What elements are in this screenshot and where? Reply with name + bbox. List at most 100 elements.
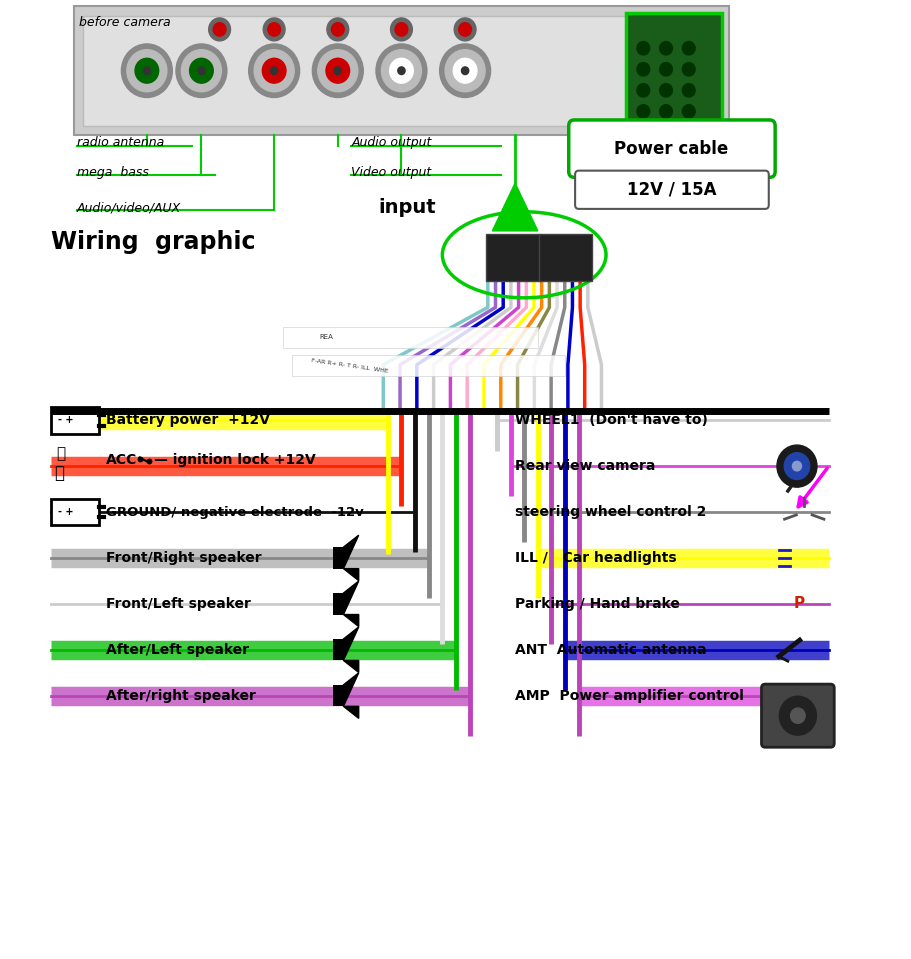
Circle shape [263, 18, 285, 41]
FancyBboxPatch shape [568, 120, 774, 177]
Circle shape [445, 50, 485, 92]
Polygon shape [343, 535, 358, 569]
Text: mega  bass: mega bass [77, 166, 148, 179]
Circle shape [325, 58, 349, 83]
Polygon shape [343, 615, 358, 626]
FancyBboxPatch shape [83, 15, 719, 126]
Circle shape [181, 50, 221, 92]
Circle shape [390, 18, 412, 41]
Text: Power cable: Power cable [614, 140, 728, 157]
Text: - +: - + [57, 507, 73, 517]
Circle shape [317, 50, 357, 92]
Circle shape [792, 461, 801, 471]
Circle shape [326, 18, 348, 41]
Circle shape [189, 58, 213, 83]
Circle shape [381, 50, 421, 92]
Circle shape [783, 453, 809, 480]
Circle shape [254, 50, 294, 92]
Circle shape [681, 41, 694, 55]
Circle shape [439, 44, 490, 98]
Circle shape [176, 44, 227, 98]
Circle shape [143, 67, 150, 75]
Text: REA: REA [319, 334, 333, 340]
Text: 🔑: 🔑 [56, 446, 65, 461]
FancyBboxPatch shape [625, 12, 722, 129]
Circle shape [636, 83, 649, 97]
Text: 12V / 15A: 12V / 15A [626, 180, 715, 199]
Circle shape [333, 67, 341, 75]
Text: ANT  Automatic antenna: ANT Automatic antenna [515, 643, 706, 657]
FancyBboxPatch shape [333, 548, 343, 569]
Text: WHEEL1  (Don't have to): WHEEL1 (Don't have to) [515, 413, 707, 427]
FancyBboxPatch shape [51, 407, 98, 433]
Text: F-AR R+ R- T R- ILL  WHE: F-AR R+ R- T R- ILL WHE [310, 358, 388, 374]
Text: ACC: ACC [106, 454, 137, 467]
Circle shape [681, 62, 694, 76]
Text: Wiring  graphic: Wiring graphic [51, 230, 256, 254]
FancyBboxPatch shape [333, 593, 343, 615]
Text: before camera: before camera [78, 16, 170, 29]
Circle shape [198, 67, 205, 75]
Circle shape [121, 44, 172, 98]
Text: Parking / Hand brake: Parking / Hand brake [515, 596, 680, 611]
Circle shape [453, 58, 476, 83]
Circle shape [249, 44, 300, 98]
Circle shape [681, 83, 694, 97]
Text: GROUND/ negative electrode  -12v: GROUND/ negative electrode -12v [106, 505, 363, 519]
Text: AMP  Power amplifier control: AMP Power amplifier control [515, 689, 743, 703]
Circle shape [375, 44, 426, 98]
FancyBboxPatch shape [761, 684, 834, 747]
Circle shape [268, 23, 281, 36]
Circle shape [636, 62, 649, 76]
Text: input: input [378, 199, 435, 218]
FancyBboxPatch shape [51, 499, 98, 526]
Circle shape [312, 44, 363, 98]
Circle shape [394, 23, 407, 36]
Circle shape [213, 23, 226, 36]
Circle shape [458, 23, 471, 36]
Circle shape [135, 58, 159, 83]
Circle shape [636, 41, 649, 55]
Text: — ignition lock +12V: — ignition lock +12V [154, 454, 315, 467]
Text: After/right speaker: After/right speaker [106, 689, 256, 703]
Circle shape [461, 67, 468, 75]
Circle shape [271, 67, 278, 75]
Polygon shape [343, 661, 358, 672]
Polygon shape [343, 569, 358, 580]
FancyBboxPatch shape [538, 234, 592, 281]
FancyBboxPatch shape [333, 685, 343, 707]
Circle shape [389, 58, 413, 83]
Circle shape [127, 50, 167, 92]
Circle shape [776, 445, 816, 487]
Text: Battery power  +12V: Battery power +12V [106, 413, 270, 427]
Text: Audio/video/AUX: Audio/video/AUX [77, 201, 181, 215]
Circle shape [331, 23, 343, 36]
Text: Front/Left speaker: Front/Left speaker [106, 596, 251, 611]
Text: Front/Right speaker: Front/Right speaker [106, 550, 261, 565]
Text: P: P [793, 596, 804, 611]
Circle shape [454, 18, 476, 41]
Text: - +: - + [57, 415, 73, 425]
Text: After/Left speaker: After/Left speaker [106, 643, 249, 657]
Circle shape [659, 41, 671, 55]
FancyBboxPatch shape [292, 355, 565, 376]
FancyBboxPatch shape [74, 6, 728, 135]
Polygon shape [492, 183, 537, 231]
Circle shape [681, 105, 694, 118]
Circle shape [209, 18, 230, 41]
Circle shape [659, 83, 671, 97]
Polygon shape [343, 581, 358, 615]
FancyBboxPatch shape [486, 234, 539, 281]
Text: ILL /   Car headlights: ILL / Car headlights [515, 550, 676, 565]
Text: Rear view camera: Rear view camera [515, 459, 655, 473]
Text: Video output: Video output [351, 166, 431, 179]
Circle shape [397, 67, 404, 75]
FancyBboxPatch shape [333, 639, 343, 661]
Circle shape [262, 58, 286, 83]
Circle shape [659, 105, 671, 118]
Text: 🚗: 🚗 [54, 464, 64, 481]
Polygon shape [343, 707, 358, 718]
FancyBboxPatch shape [283, 326, 537, 347]
FancyBboxPatch shape [575, 171, 768, 209]
Text: radio antenna: radio antenna [77, 136, 164, 150]
